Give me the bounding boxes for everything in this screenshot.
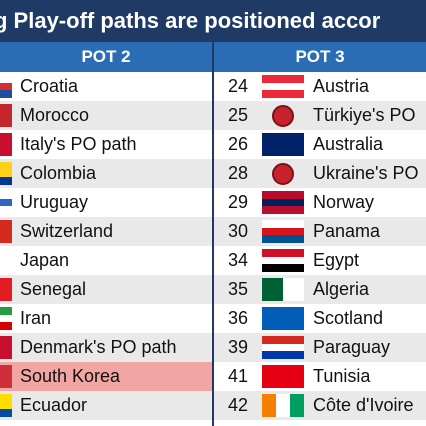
pot3-cell: 29 Norway bbox=[214, 188, 426, 217]
ranking-number: 41 bbox=[228, 366, 249, 386]
uefa-logo-icon bbox=[262, 104, 304, 127]
flag-icon bbox=[262, 133, 304, 156]
pot3-cell: 35 Algeria bbox=[214, 275, 426, 304]
ranking-number: 35 bbox=[228, 279, 249, 299]
team-name: Tunisia bbox=[313, 366, 371, 386]
table-row: South Korea 41 Tunisia bbox=[0, 362, 426, 391]
pot3-cell: 42 Côte d'Ivoire bbox=[214, 391, 426, 420]
ranking-number: 30 bbox=[228, 221, 249, 241]
banner-title: g Play-off paths are positioned accor bbox=[0, 0, 426, 42]
pot2-cell: Colombia bbox=[0, 159, 212, 188]
team-name: Türkiye's PO bbox=[313, 105, 416, 125]
flag-icon bbox=[0, 220, 12, 243]
uefa-logo-icon bbox=[262, 162, 304, 185]
team-name: Morocco bbox=[20, 105, 90, 125]
pot2-cell: South Korea bbox=[0, 362, 212, 391]
pot2-cell: Switzerland bbox=[0, 217, 212, 246]
ranking-number: 26 bbox=[228, 134, 249, 154]
team-name: Colombia bbox=[20, 163, 97, 183]
flag-icon bbox=[0, 278, 12, 301]
pot3-cell: 36 Scotland bbox=[214, 304, 426, 333]
team-name: Egypt bbox=[313, 250, 360, 270]
pot2-cell: Morocco bbox=[0, 101, 212, 130]
team-name: Algeria bbox=[313, 279, 370, 299]
ranking-number: 39 bbox=[228, 337, 249, 357]
flag-icon bbox=[0, 133, 12, 156]
flag-icon bbox=[0, 162, 12, 185]
team-name: Côte d'Ivoire bbox=[313, 395, 414, 415]
team-name: Norway bbox=[313, 192, 375, 212]
flag-icon bbox=[262, 365, 304, 388]
flag-icon bbox=[262, 75, 304, 98]
flag-icon bbox=[0, 394, 12, 417]
table-row: Uruguay 29 Norway bbox=[0, 188, 426, 217]
team-name: Croatia bbox=[20, 76, 79, 96]
team-name: Austria bbox=[313, 76, 370, 96]
flag-icon bbox=[0, 191, 12, 214]
flag-icon bbox=[0, 75, 12, 98]
team-name: Ecuador bbox=[20, 395, 88, 415]
pot2-cell: Japan bbox=[0, 246, 212, 275]
team-name: Iran bbox=[20, 308, 52, 328]
team-name: Ukraine's PO bbox=[313, 163, 419, 183]
team-name: South Korea bbox=[20, 366, 121, 386]
table-row: Japan 34 Egypt bbox=[0, 246, 426, 275]
pot3-cell: 24 Austria bbox=[214, 72, 426, 101]
pot2-cell: Croatia bbox=[0, 72, 212, 101]
flag-icon bbox=[262, 278, 304, 301]
ranking-number: 24 bbox=[228, 76, 249, 96]
team-name: Australia bbox=[313, 134, 384, 154]
pot3-cell: 26 Australia bbox=[214, 130, 426, 159]
pot2-cell: Italy's PO path bbox=[0, 130, 212, 159]
flag-icon bbox=[262, 307, 304, 330]
pot2-cell: Senegal bbox=[0, 275, 212, 304]
team-name: Switzerland bbox=[20, 221, 114, 241]
team-name: Panama bbox=[313, 221, 381, 241]
team-name: Denmark's PO path bbox=[20, 337, 177, 357]
ranking-number: 29 bbox=[228, 192, 249, 212]
flag-icon bbox=[0, 336, 12, 359]
team-name: Uruguay bbox=[20, 192, 89, 212]
ranking-number: 36 bbox=[228, 308, 249, 328]
team-name: Senegal bbox=[20, 279, 87, 299]
table-row: Italy's PO path 26 Australia bbox=[0, 130, 426, 159]
column-divider bbox=[212, 42, 214, 426]
team-name: Scotland bbox=[313, 308, 384, 328]
pot3-cell: 25 Türkiye's PO bbox=[214, 101, 426, 130]
table-row: Iran 36 Scotland bbox=[0, 304, 426, 333]
team-name: Paraguay bbox=[313, 337, 391, 357]
flag-icon bbox=[262, 249, 304, 272]
flag-icon bbox=[262, 220, 304, 243]
flag-icon bbox=[262, 394, 304, 417]
table-row: Croatia 24 Austria bbox=[0, 72, 426, 101]
ranking-number: 25 bbox=[228, 105, 249, 125]
pot3-cell: 28 Ukraine's PO bbox=[214, 159, 426, 188]
pot3-cell: 34 Egypt bbox=[214, 246, 426, 275]
flag-icon bbox=[0, 307, 12, 330]
team-name: Japan bbox=[20, 250, 70, 270]
flag-icon bbox=[0, 365, 12, 388]
flag-icon bbox=[262, 191, 304, 214]
pot2-cell: Denmark's PO path bbox=[0, 333, 212, 362]
pot2-cell: Ecuador bbox=[0, 391, 212, 420]
ranking-number: 28 bbox=[228, 163, 249, 183]
flag-icon bbox=[262, 336, 304, 359]
flag-icon bbox=[0, 249, 12, 272]
ranking-number: 34 bbox=[228, 250, 249, 270]
pot2-header: POT 2 bbox=[0, 42, 212, 72]
pot3-cell: 41 Tunisia bbox=[214, 362, 426, 391]
pot2-cell: Uruguay bbox=[0, 188, 212, 217]
pot3-cell: 30 Panama bbox=[214, 217, 426, 246]
ranking-number: 42 bbox=[228, 395, 249, 415]
flag-icon bbox=[0, 104, 12, 127]
team-name: Italy's PO path bbox=[20, 134, 137, 154]
pot2-cell: Iran bbox=[0, 304, 212, 333]
pot3-header: POT 3 bbox=[214, 42, 426, 72]
pot3-cell: 39 Paraguay bbox=[214, 333, 426, 362]
